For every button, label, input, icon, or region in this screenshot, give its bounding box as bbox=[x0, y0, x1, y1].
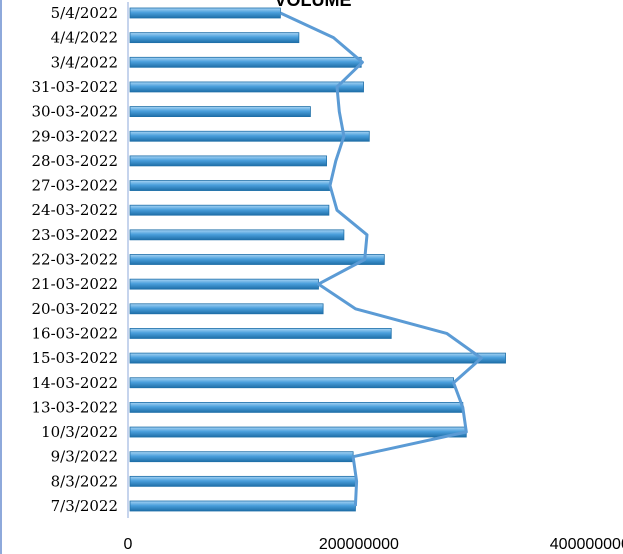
bar-15-03-2022 bbox=[129, 352, 506, 364]
x-tick-label: 400000000 bbox=[550, 536, 623, 553]
bar-4/4/2022 bbox=[129, 32, 300, 44]
bar-5/4/2022 bbox=[129, 7, 281, 19]
category-label: 3/4/2022 bbox=[51, 53, 118, 71]
x-tick-label: 0 bbox=[124, 536, 133, 553]
x-tick-labels: 0 200000000 400000000 bbox=[124, 536, 623, 553]
category-label: 20-03-2022 bbox=[32, 300, 118, 318]
bar-20-03-2022 bbox=[129, 303, 324, 315]
bar-28-03-2022 bbox=[129, 155, 327, 167]
category-label: 14-03-2022 bbox=[32, 374, 118, 392]
category-label: 30-03-2022 bbox=[32, 103, 118, 121]
bar-24-03-2022 bbox=[129, 204, 330, 216]
bar-27-03-2022 bbox=[129, 180, 331, 191]
bar-10/3/2022 bbox=[129, 426, 467, 438]
category-label: 28-03-2022 bbox=[32, 152, 118, 170]
bar-14-03-2022 bbox=[129, 377, 454, 389]
category-label: 29-03-2022 bbox=[32, 127, 118, 145]
bar-22-03-2022 bbox=[129, 254, 385, 265]
bar-23-03-2022 bbox=[129, 229, 345, 241]
bar-21-03-2022 bbox=[129, 278, 319, 290]
category-label: 15-03-2022 bbox=[32, 349, 118, 367]
x-tick-label: 200000000 bbox=[319, 536, 399, 553]
category-label: 7/3/2022 bbox=[51, 497, 118, 515]
bar-3/4/2022 bbox=[129, 56, 362, 68]
bar-7/3/2022 bbox=[129, 500, 356, 512]
bar-31-03-2022 bbox=[129, 81, 364, 93]
bar-16-03-2022 bbox=[129, 328, 392, 339]
category-label: 31-03-2022 bbox=[32, 78, 118, 96]
bar-30-03-2022 bbox=[129, 106, 311, 117]
category-label: 24-03-2022 bbox=[32, 201, 118, 219]
category-label: 21-03-2022 bbox=[32, 275, 118, 293]
bar-9/3/2022 bbox=[129, 451, 354, 463]
bar-13-03-2022 bbox=[129, 401, 464, 413]
category-label: 16-03-2022 bbox=[32, 324, 118, 342]
category-label: 23-03-2022 bbox=[32, 226, 118, 244]
category-label: 9/3/2022 bbox=[51, 448, 118, 466]
category-label: 8/3/2022 bbox=[51, 472, 118, 490]
category-labels: 7/3/2022 8/3/2022 9/3/2022 10/3/2022 13-03-2… bbox=[32, 4, 118, 515]
bars-group bbox=[129, 7, 506, 512]
category-label: 13-03-2022 bbox=[32, 398, 118, 416]
bar-8/3/2022 bbox=[129, 475, 358, 487]
category-label: 5/4/2022 bbox=[51, 4, 118, 22]
trend-line bbox=[279, 11, 483, 507]
category-label: 22-03-2022 bbox=[32, 251, 118, 269]
chart-title: VOLUME bbox=[274, 0, 351, 10]
category-label: 10/3/2022 bbox=[41, 423, 118, 441]
category-label: 4/4/2022 bbox=[51, 29, 118, 47]
bar-29-03-2022 bbox=[129, 130, 370, 142]
category-label: 27-03-2022 bbox=[32, 177, 118, 195]
